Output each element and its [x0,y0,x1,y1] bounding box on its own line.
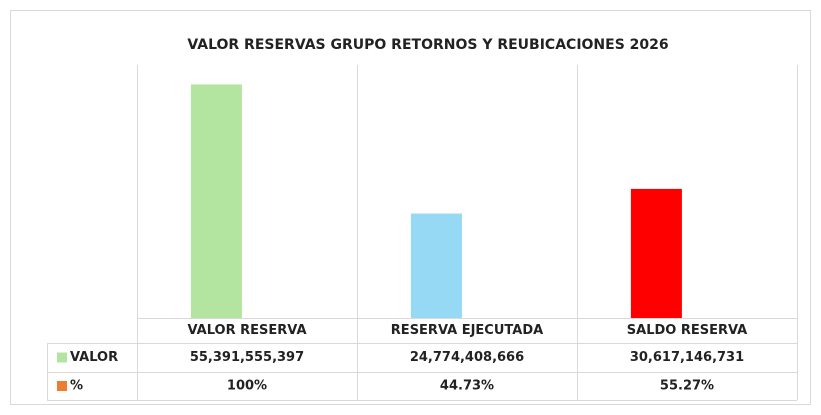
chart-title: VALOR RESERVAS GRUPO RETORNOS Y REUBICAC… [187,37,668,53]
legend-label: VALOR [70,350,118,365]
chart-border [10,10,811,405]
legend-key [57,352,67,363]
table-value: 55,391,555,397 [190,350,304,365]
category-label: SALDO RESERVA [627,323,747,338]
table-value: 100% [227,379,267,394]
bar [410,213,462,318]
bar [190,84,242,318]
legend-label: % [70,379,83,394]
table-value: 24,774,408,666 [410,350,524,365]
bar [630,188,682,318]
table-value: 44.73% [440,379,494,394]
legend-key [57,381,67,391]
category-label: VALOR RESERVA [187,323,306,338]
category-label: RESERVA EJECUTADA [391,323,543,338]
table-value: 30,617,146,731 [630,350,744,365]
table-value: 55.27% [660,379,714,394]
